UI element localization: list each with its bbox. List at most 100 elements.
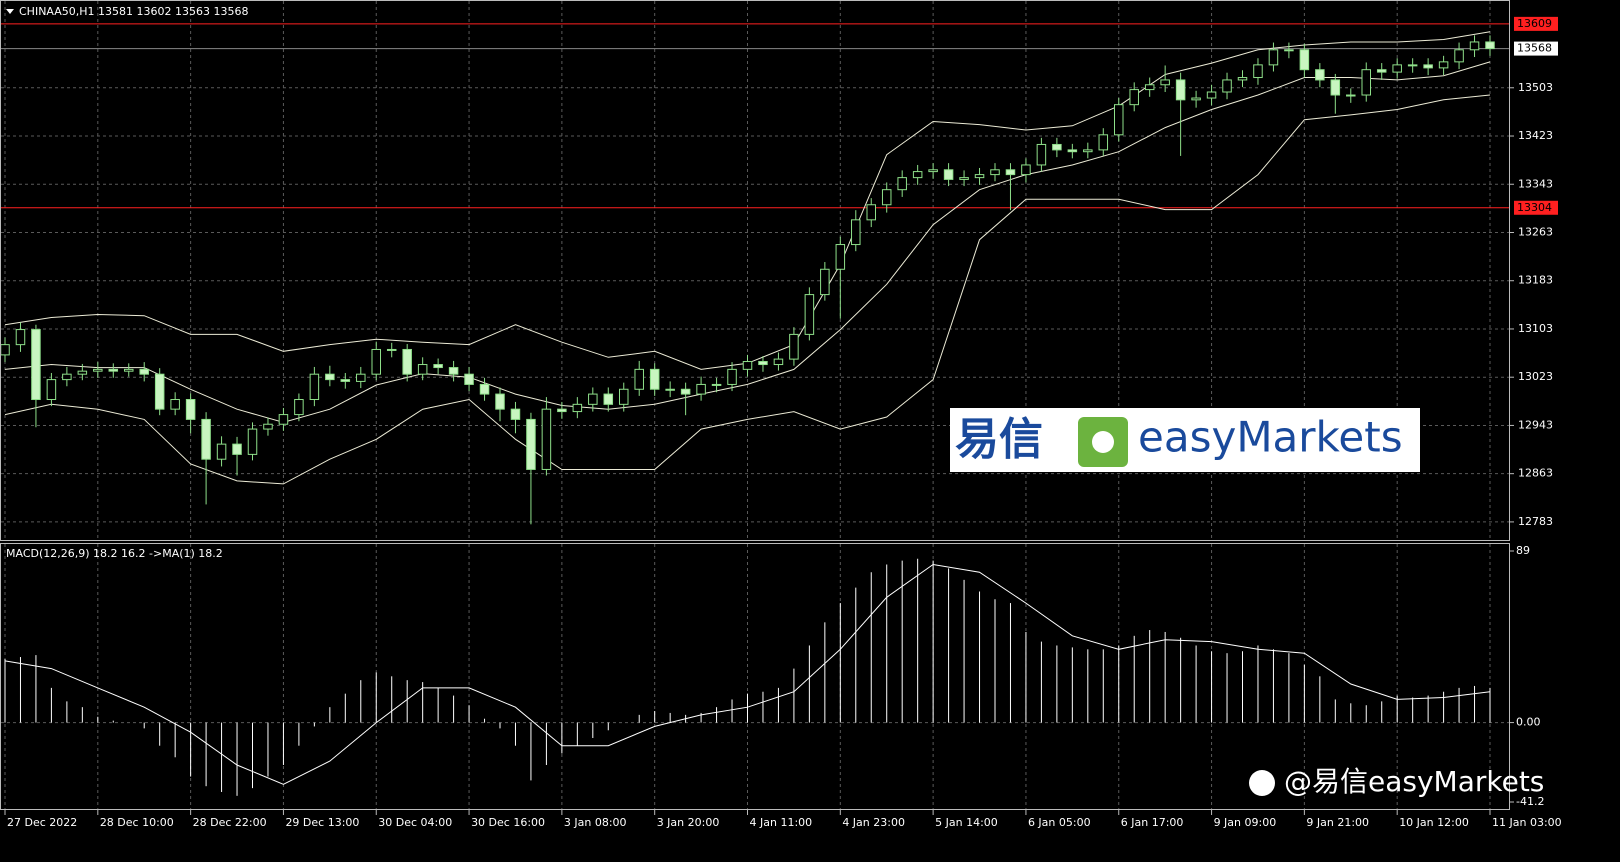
candle-body — [495, 393, 505, 410]
candle-body — [386, 348, 397, 351]
candle-body — [959, 177, 969, 180]
candle-body — [1469, 41, 1480, 51]
candle-body — [1253, 64, 1263, 79]
last-price-label: 13568 — [1517, 42, 1552, 55]
candle-body — [170, 399, 180, 410]
candle-body — [325, 373, 335, 381]
candle-body — [696, 383, 706, 395]
candle-body — [665, 388, 675, 391]
candle-body — [1361, 69, 1372, 96]
candle-body — [835, 244, 846, 270]
candle-body — [1021, 164, 1031, 176]
grid-layer — [1, 1, 1509, 809]
candle-body — [1222, 79, 1232, 93]
candle-body — [108, 368, 119, 372]
x-tick-label: 3 Jan 08:00 — [564, 816, 627, 829]
level-label: 13304 — [1517, 201, 1552, 214]
candle-body — [1407, 64, 1418, 67]
marks-layer — [0, 16, 1558, 796]
logo-dot — [1092, 431, 1114, 453]
x-tick-label: 6 Jan 05:00 — [1028, 816, 1091, 829]
y-tick-label: 12783 — [1518, 515, 1553, 528]
y-tick-label: 13423 — [1518, 129, 1553, 142]
y-tick-label: 12943 — [1518, 418, 1553, 431]
x-tick-label: 9 Jan 09:00 — [1214, 816, 1277, 829]
candle-body — [139, 368, 149, 375]
candle-body — [1098, 134, 1109, 151]
logo-cn: 易信 — [955, 414, 1043, 465]
level-label: 13609 — [1517, 17, 1552, 30]
candle-body — [897, 177, 907, 191]
watermark: @易信easyMarkets — [1284, 765, 1544, 798]
candle-body — [1129, 89, 1139, 106]
y-tick-label: -41.2 — [1516, 795, 1544, 808]
candle-body — [1284, 49, 1294, 52]
candle-body — [93, 368, 103, 372]
x-tick-label: 5 Jan 14:00 — [935, 816, 998, 829]
candle-body — [433, 364, 443, 369]
x-tick-label: 9 Jan 21:00 — [1306, 816, 1369, 829]
y-tick-label: 0.00 — [1516, 716, 1541, 729]
candle-body — [1144, 84, 1155, 91]
level-label-box — [1514, 200, 1558, 215]
candle-body — [1237, 77, 1248, 81]
candle-body — [0, 344, 10, 356]
candle-body — [123, 368, 134, 372]
candle-body — [758, 361, 768, 366]
candle-body — [278, 414, 289, 425]
x-tick-label: 30 Dec 04:00 — [378, 816, 452, 829]
candle-body — [680, 388, 691, 395]
candle-body — [1052, 143, 1062, 151]
last-price-box — [1514, 41, 1558, 56]
candle-body — [618, 388, 629, 405]
watermark-icon — [1249, 770, 1275, 796]
candle-body — [340, 379, 351, 382]
candle-body — [557, 408, 567, 413]
candle-body — [232, 443, 242, 455]
candle-body — [1454, 49, 1464, 63]
candle-body — [928, 169, 938, 173]
candle-body — [216, 443, 227, 460]
candle-body — [1113, 104, 1124, 136]
x-tick-label: 4 Jan 11:00 — [750, 816, 813, 829]
level-label-box — [1514, 16, 1558, 31]
candle-body — [1005, 169, 1016, 176]
candle-body — [588, 393, 598, 405]
candle-body — [943, 169, 954, 180]
candle-body — [464, 373, 474, 385]
x-tick-label: 30 Dec 16:00 — [471, 816, 545, 829]
candle-body — [448, 367, 459, 375]
y-tick-label: 12863 — [1518, 467, 1553, 480]
candle-body — [309, 373, 320, 401]
candle-body — [990, 169, 1000, 176]
candle-body — [742, 361, 753, 370]
candle-body — [1067, 149, 1078, 153]
candle-body — [603, 393, 614, 405]
logo-en: easyMarkets — [1138, 413, 1403, 462]
candle-body — [1376, 69, 1387, 73]
logo-background — [950, 408, 1420, 472]
x-tick-label: 11 Jan 03:00 — [1492, 816, 1562, 829]
price-panel-border — [0, 0, 1510, 541]
candle-body — [479, 383, 490, 395]
candle-body — [77, 370, 88, 375]
candle-body — [247, 428, 258, 455]
candle-body — [185, 399, 196, 420]
candle-body — [1392, 64, 1402, 73]
y-tick-label: 13263 — [1518, 225, 1553, 238]
candle-body — [1346, 94, 1356, 97]
chart-title: CHINAA50,H1 13581 13602 13563 13568 — [19, 5, 249, 18]
candle-body — [1330, 79, 1341, 96]
candle-body — [294, 399, 304, 416]
candle-body — [31, 329, 41, 401]
title-icon — [6, 9, 14, 14]
candle-body — [417, 364, 428, 375]
macd-panel-border — [0, 543, 1510, 810]
candle-body — [46, 379, 57, 401]
candle-body — [866, 204, 877, 221]
candle-body — [727, 368, 737, 385]
candle-body — [572, 403, 583, 413]
candle-body — [820, 268, 830, 296]
candle-body — [154, 373, 165, 410]
